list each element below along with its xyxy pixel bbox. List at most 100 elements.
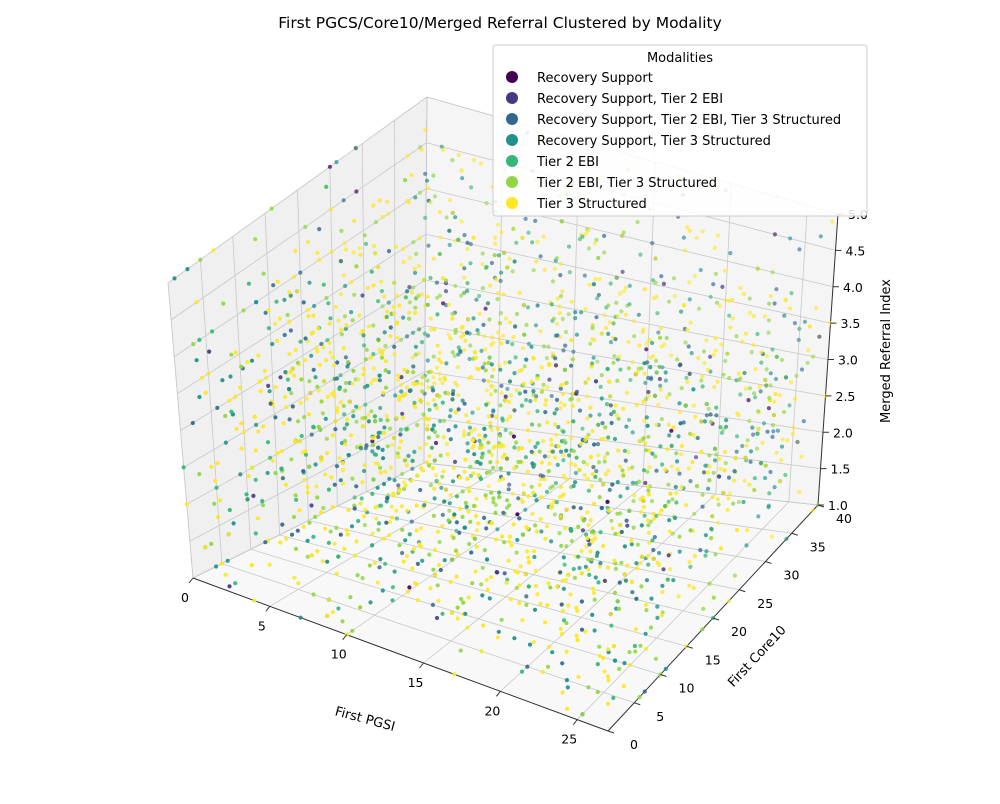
data-point xyxy=(384,520,389,525)
data-point xyxy=(646,434,651,439)
data-point xyxy=(595,689,600,695)
data-point xyxy=(561,453,566,458)
data-point xyxy=(508,597,513,602)
data-point xyxy=(456,237,461,242)
data-point xyxy=(229,409,234,414)
data-point xyxy=(684,503,689,508)
data-point xyxy=(515,512,520,517)
data-point xyxy=(507,379,513,384)
data-point xyxy=(549,442,554,447)
data-point xyxy=(450,311,455,316)
data-point xyxy=(319,510,324,515)
data-point xyxy=(655,560,660,566)
data-point xyxy=(395,377,401,382)
data-point xyxy=(319,341,324,347)
data-point xyxy=(311,424,316,429)
data-point xyxy=(566,572,571,578)
data-point xyxy=(253,237,258,242)
legend-label: Tier 2 EBI, Tier 3 Structured xyxy=(536,176,717,191)
data-point xyxy=(495,635,500,640)
data-point xyxy=(550,650,555,655)
data-point xyxy=(736,377,741,382)
data-point xyxy=(288,328,293,333)
data-point xyxy=(735,411,740,416)
data-point xyxy=(602,250,607,255)
data-point xyxy=(343,355,348,360)
data-point xyxy=(343,380,348,386)
legend-marker xyxy=(506,134,518,146)
data-point xyxy=(289,457,294,462)
data-point xyxy=(394,516,399,521)
data-point xyxy=(645,484,651,489)
data-point xyxy=(285,312,290,318)
data-point xyxy=(361,372,366,377)
data-point xyxy=(598,477,603,482)
data-point xyxy=(419,466,424,471)
data-point xyxy=(574,389,580,394)
data-point xyxy=(672,293,677,299)
data-point xyxy=(504,456,510,461)
data-point xyxy=(427,552,432,557)
data-point xyxy=(435,393,440,398)
data-point xyxy=(377,378,382,383)
data-point xyxy=(610,526,615,531)
data-point xyxy=(328,529,333,534)
data-point xyxy=(478,161,483,166)
data-point xyxy=(479,455,484,460)
data-point xyxy=(644,415,649,420)
data-point xyxy=(459,168,464,173)
data-point xyxy=(763,475,768,481)
data-point xyxy=(280,522,285,527)
data-point xyxy=(650,538,655,543)
data-point xyxy=(546,454,551,459)
data-point xyxy=(371,377,376,382)
data-point xyxy=(644,341,649,346)
data-point xyxy=(586,523,591,528)
data-point xyxy=(409,519,414,524)
data-point xyxy=(763,377,768,383)
data-point xyxy=(449,610,455,615)
data-point xyxy=(657,512,662,517)
data-point xyxy=(621,473,626,478)
data-point xyxy=(619,560,624,565)
data-point xyxy=(410,458,415,463)
data-point xyxy=(644,448,649,453)
data-point xyxy=(473,513,479,519)
data-point xyxy=(499,617,504,622)
data-point xyxy=(615,378,620,383)
data-point xyxy=(544,489,550,494)
data-point xyxy=(646,530,652,535)
data-point xyxy=(627,417,632,422)
data-point xyxy=(597,412,602,417)
data-point xyxy=(450,158,455,163)
data-point xyxy=(738,392,743,397)
data-point xyxy=(360,293,365,298)
data-point xyxy=(388,426,393,431)
data-point xyxy=(391,493,396,498)
z-tick-label: 1.0 xyxy=(828,498,848,513)
data-point xyxy=(615,314,620,319)
data-point xyxy=(406,200,412,205)
data-point xyxy=(278,540,283,545)
data-point xyxy=(810,508,815,513)
data-point xyxy=(349,524,355,529)
data-point xyxy=(659,613,664,618)
data-point xyxy=(530,422,535,427)
data-point xyxy=(410,566,415,571)
data-point xyxy=(358,605,363,610)
data-point xyxy=(496,330,501,335)
data-point xyxy=(494,277,499,282)
data-point xyxy=(705,367,711,372)
data-point xyxy=(530,490,536,495)
data-point xyxy=(492,241,498,246)
data-point xyxy=(651,547,656,553)
data-point xyxy=(740,443,745,449)
data-point xyxy=(233,581,238,586)
data-point xyxy=(646,394,652,399)
data-point xyxy=(469,550,474,555)
data-point xyxy=(733,456,738,461)
data-point xyxy=(249,563,254,568)
data-point xyxy=(659,274,664,279)
data-point xyxy=(642,689,647,694)
data-point xyxy=(327,164,332,169)
